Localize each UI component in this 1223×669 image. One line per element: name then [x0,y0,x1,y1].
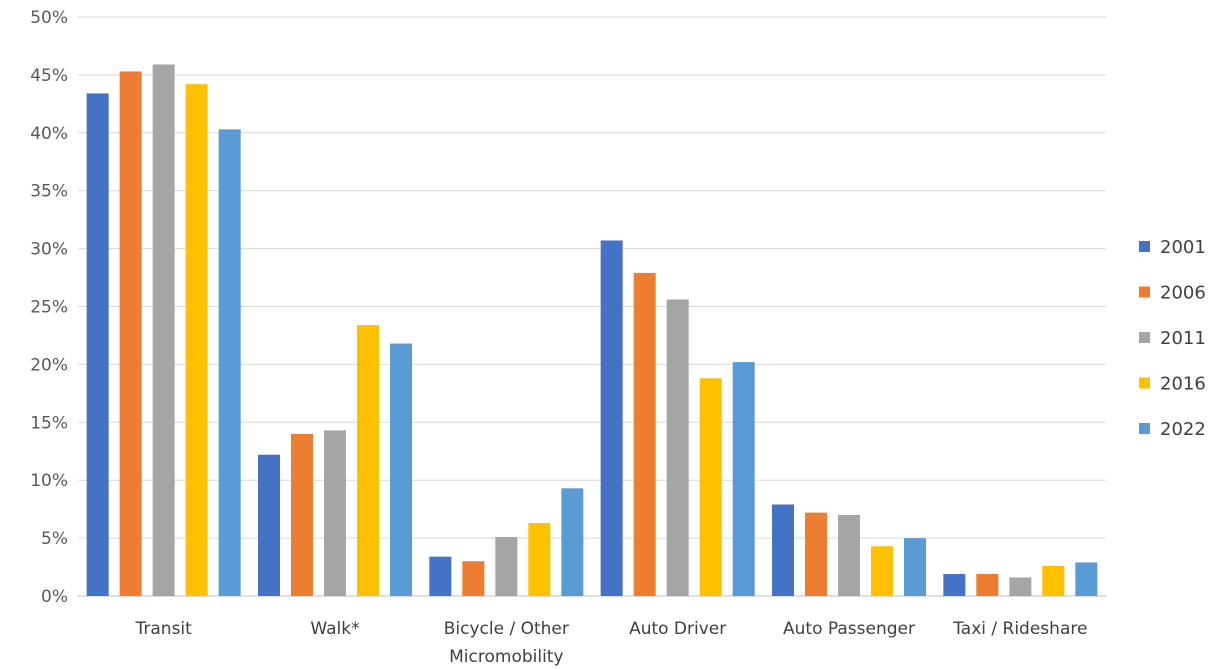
bar [699,378,722,596]
bar [732,362,755,596]
legend-label: 2006 [1160,283,1206,304]
y-tick-label: 0% [41,587,68,607]
y-axis-ticks: 0% 5% 10% 15% 20% 25% 30% 35% 40% 45% 50% [30,8,68,607]
bar [462,561,485,596]
bar [943,573,966,596]
bar [291,433,313,596]
bar [429,556,452,596]
bar [838,514,860,596]
legend-swatch [1139,423,1150,434]
legend-label: 2011 [1160,328,1206,349]
bar [1042,565,1065,596]
legend-item: 2016 [1139,374,1206,395]
bar [218,129,241,597]
x-category-label: Auto Driver [629,619,726,639]
x-category-label: Walk* [310,619,359,639]
bar [600,240,623,596]
legend-swatch [1139,377,1150,389]
y-tick-label: 10% [30,471,68,491]
bar [666,299,689,596]
bar [357,325,379,596]
bar [976,573,999,596]
x-category-label: Auto Passenger [783,619,915,639]
bars [86,64,1098,597]
gridlines [78,16,1106,597]
bar [633,272,656,596]
bar [258,454,280,596]
legend-item: 2006 [1139,283,1206,304]
y-tick-label: 50% [30,8,68,28]
y-tick-label: 30% [30,240,68,260]
y-tick-label: 5% [41,529,68,549]
bar [871,546,893,596]
bar [495,536,518,596]
legend: 2001 2006 2011 2016 2022 [1139,237,1206,440]
y-tick-label: 40% [30,124,68,144]
legend-item: 2011 [1139,328,1206,349]
legend-swatch [1139,332,1150,343]
bar [805,512,827,596]
x-category-label: Transit [135,619,193,639]
y-tick-label: 35% [30,182,68,202]
bar [119,71,142,596]
y-tick-label: 15% [30,413,68,433]
bar [86,93,109,596]
legend-item: 2022 [1139,419,1206,440]
legend-label: 2022 [1160,419,1206,440]
x-category-label: Taxi / Rideshare [952,619,1087,639]
bar [772,504,794,596]
x-category-label: Bicycle / Other Micromobility [444,619,569,667]
bar [152,64,175,596]
legend-item: 2001 [1139,237,1206,258]
y-tick-label: 45% [30,66,68,86]
y-tick-label: 25% [30,298,68,318]
legend-swatch [1139,241,1150,252]
legend-label: 2001 [1160,237,1206,258]
bar [390,343,412,596]
legend-swatch [1139,286,1150,298]
bar [185,84,208,596]
bar [528,523,551,596]
bar [561,488,584,596]
x-axis-labels: Transit Walk* Bicycle / Other Micromobility… [135,619,1088,667]
legend-label: 2016 [1160,374,1206,395]
bar [324,430,346,596]
bar [1075,562,1098,596]
y-tick-label: 20% [30,355,68,375]
bar [904,538,926,596]
bar [1009,577,1032,596]
